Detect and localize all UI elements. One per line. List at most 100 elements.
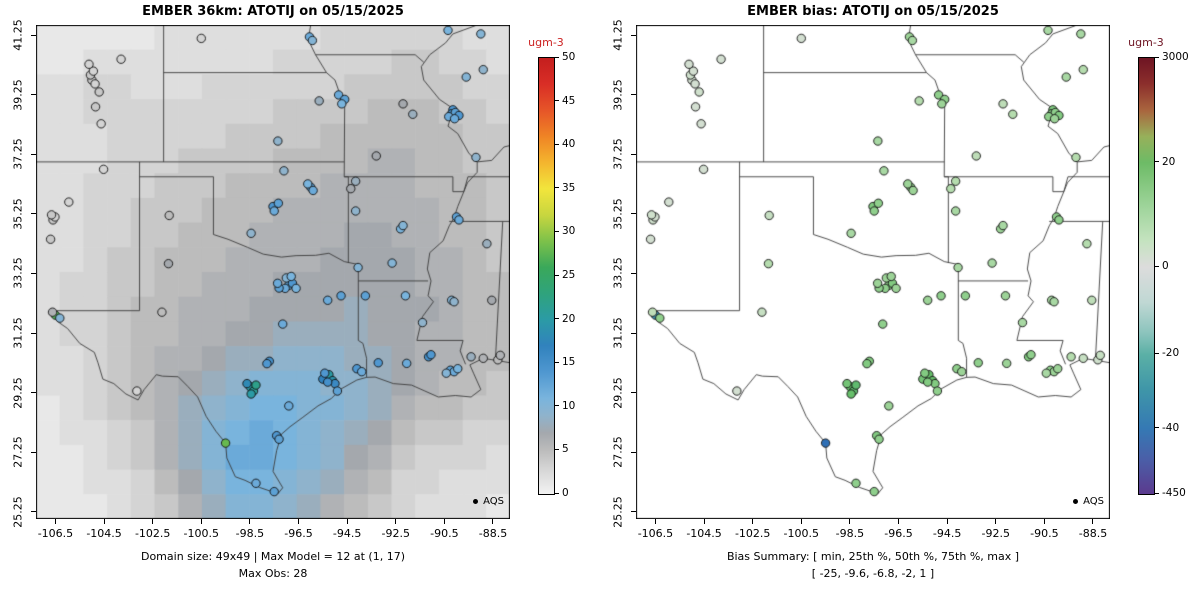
- x-tick-label: -94.5: [932, 527, 962, 540]
- x-axis-tick: [849, 519, 851, 524]
- x-tick-label: -96.5: [884, 527, 913, 540]
- x-axis-tick: [54, 519, 56, 524]
- colorbar-tick: [1155, 265, 1159, 267]
- colorbar-tick-label: 0: [562, 487, 569, 499]
- y-tick-label: 35.25: [611, 198, 625, 230]
- colorbar-tick: [1155, 352, 1159, 354]
- colorbar-tick-label: 45: [562, 94, 576, 107]
- x-tick-label: -104.5: [86, 527, 122, 540]
- x-axis-tick: [654, 519, 656, 524]
- colorbar-tick-label: -450: [1162, 487, 1186, 499]
- y-tick-label: 41.25: [11, 19, 25, 52]
- left-map-title: EMBER 36km: ATOTIJ on 05/15/2025: [142, 4, 404, 19]
- aqs-dot-icon: [1073, 499, 1079, 504]
- colorbar-tick: [555, 361, 559, 363]
- x-axis-tick: [443, 519, 445, 524]
- y-tick-label: 27.25: [611, 436, 625, 468]
- x-tick-label: -90.5: [1030, 527, 1059, 540]
- x-tick-label: -92.5: [381, 527, 410, 540]
- model-map-canvas: [36, 25, 510, 519]
- colorbar-tick: [555, 318, 559, 320]
- colorbar-tick-label: 0: [1162, 260, 1169, 273]
- colorbar-tick-label: 35: [562, 181, 576, 194]
- x-tick-label: -102.5: [134, 527, 171, 540]
- x-tick-label: -106.5: [637, 527, 674, 540]
- y-tick-label: 33.25: [11, 257, 25, 290]
- aqs-legend-label: AQS: [483, 496, 504, 507]
- colorbar-tick: [555, 492, 559, 494]
- x-axis-tick: [346, 519, 348, 524]
- colorbar-tick: [555, 274, 559, 276]
- colorbar-tick-label: 5: [562, 443, 569, 456]
- colorbar-tick-label: 40: [562, 138, 576, 151]
- x-axis-tick: [1043, 519, 1045, 524]
- aqs-dot-icon: [473, 499, 479, 504]
- right-aqs-legend: AQS: [1030, 496, 1104, 507]
- x-axis-tick: [898, 519, 900, 524]
- right-caption-bias-values: [ -25, -9.6, -6.8, -2, 1 ]: [811, 567, 935, 581]
- y-tick-label: 35.25: [11, 198, 25, 230]
- left-colorbar-unit-label: ugm-3: [528, 36, 564, 49]
- colorbar-tick: [1155, 161, 1159, 163]
- x-tick-label: -98.5: [235, 527, 265, 540]
- x-tick-label: -102.5: [734, 527, 771, 540]
- x-axis-tick: [200, 519, 202, 524]
- colorbar-tick-label: 10: [562, 399, 576, 412]
- y-tick-label: 37.25: [611, 138, 625, 171]
- y-tick-label: 27.25: [11, 436, 25, 468]
- x-axis-tick: [249, 519, 251, 524]
- right-colorbar-unit-label: ugm-3: [1128, 36, 1164, 49]
- x-tick-label: -88.5: [478, 527, 508, 540]
- y-tick-label: 29.25: [611, 376, 625, 409]
- x-tick-label: -106.5: [37, 527, 74, 540]
- bias-map-canvas: [636, 25, 1110, 519]
- colorbar-tick-label: -40: [1162, 421, 1180, 434]
- y-tick-label: 31.25: [611, 317, 625, 349]
- x-tick-label: -88.5: [1078, 527, 1108, 540]
- y-tick-label: 37.25: [11, 138, 25, 171]
- x-axis-tick: [492, 519, 494, 524]
- colorbar-tick: [555, 100, 559, 102]
- bias-map-panel: EMBER bias: ATOTIJ on 05/15/2025 ugm-3 -…: [600, 0, 1200, 600]
- x-axis-tick: [1092, 519, 1094, 524]
- y-tick-label: 39.25: [11, 79, 25, 111]
- x-axis-tick: [152, 519, 154, 524]
- colorbar-tick-label: 50: [562, 51, 576, 63]
- x-tick-label: -92.5: [981, 527, 1010, 540]
- colorbar-tick-label: 15: [562, 356, 576, 369]
- x-tick-label: -94.5: [332, 527, 362, 540]
- x-axis-tick: [995, 519, 997, 524]
- y-tick-label: 29.25: [11, 376, 25, 409]
- right-colorbar-gradient: [1138, 57, 1155, 495]
- y-tick-label: 33.25: [611, 257, 625, 290]
- x-tick-label: -100.5: [183, 527, 220, 540]
- left-caption: Domain size: 49x49 | Max Model = 12 at (…: [16, 548, 530, 582]
- colorbar-tick: [555, 448, 559, 450]
- y-tick-label: 39.25: [611, 79, 625, 111]
- left-colorbar-gradient: [538, 57, 555, 495]
- colorbar-tick-label: 20: [562, 312, 576, 325]
- colorbar-tick-label: 3000: [1162, 51, 1189, 63]
- y-tick-label: 31.25: [11, 317, 25, 349]
- colorbar-tick: [555, 405, 559, 407]
- right-caption: Bias Summary: [ min, 25th %, 50th %, 75t…: [616, 548, 1130, 582]
- colorbar-tick: [555, 143, 559, 145]
- x-axis-tick: [703, 519, 705, 524]
- colorbar-tick: [555, 187, 559, 189]
- x-tick-label: -90.5: [430, 527, 459, 540]
- y-tick-label: 41.25: [611, 19, 625, 52]
- colorbar-tick: [1155, 427, 1159, 429]
- x-tick-label: -104.5: [686, 527, 722, 540]
- colorbar-tick-label: -20: [1162, 347, 1180, 360]
- colorbar-tick-label: 20: [1162, 155, 1176, 168]
- x-tick-label: -96.5: [284, 527, 313, 540]
- left-caption-domain-size: Domain size: 49x49 | Max Model = 12 at (…: [140, 550, 405, 563]
- x-axis-tick: [800, 519, 802, 524]
- colorbar-tick: [555, 56, 559, 58]
- colorbar-tick: [1155, 56, 1159, 58]
- model-map-panel: EMBER 36km: ATOTIJ on 05/15/2025 ugm-3 -…: [11, 4, 576, 582]
- x-axis-tick: [946, 519, 948, 524]
- colorbar-tick-label: 25: [562, 269, 576, 281]
- x-axis-tick: [298, 519, 300, 524]
